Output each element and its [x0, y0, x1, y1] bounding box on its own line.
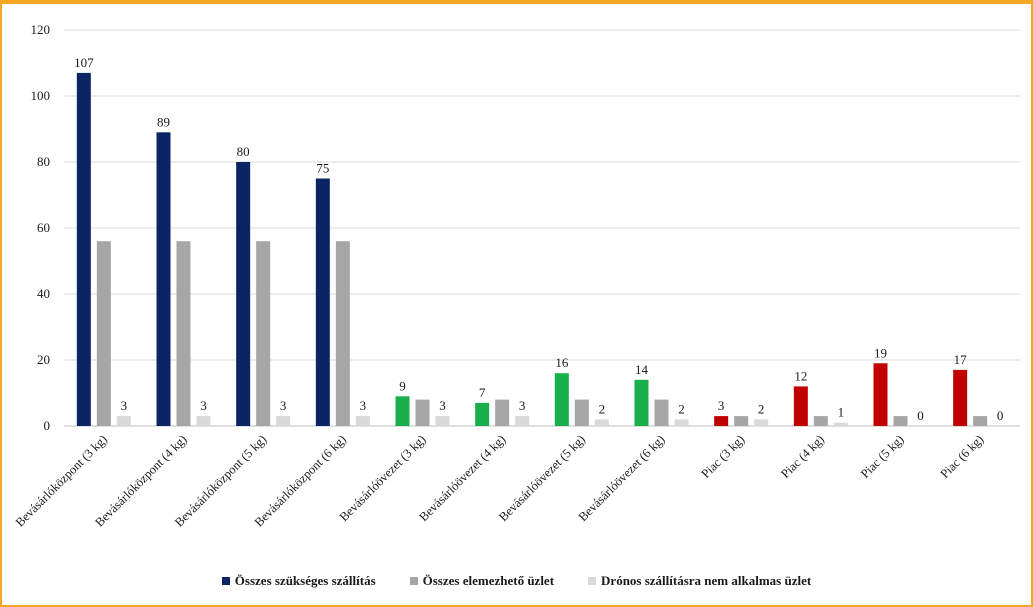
data-label: 3	[200, 398, 207, 413]
bar-series-2	[574, 399, 589, 426]
data-label: 107	[74, 55, 94, 70]
bar-series-2	[973, 416, 988, 426]
legend-swatch	[221, 577, 230, 585]
bar-series-2	[176, 241, 191, 426]
bar-series-3	[116, 416, 131, 426]
bar-series-2	[96, 241, 111, 426]
bar-series-2	[734, 416, 749, 426]
legend-item: Drónos szállításra nem alkalmas üzlet	[588, 572, 811, 590]
bar-series-2	[256, 241, 271, 426]
bar-series-3	[833, 422, 848, 426]
data-label: 89	[157, 114, 170, 129]
data-label: 0	[917, 408, 924, 423]
bar-series-3	[355, 416, 370, 426]
data-label: 7	[479, 385, 486, 400]
x-tick-label: Bevásárlóközpont (6 kg)	[252, 432, 349, 529]
bar-series-1	[475, 402, 490, 426]
bar-series-1	[953, 369, 968, 426]
data-label: 3	[718, 398, 725, 413]
bar-series-1	[156, 132, 171, 427]
data-label: 19	[874, 345, 887, 360]
legend-label: Drónos szállításra nem alkalmas üzlet	[601, 573, 812, 588]
bar-series-2	[495, 399, 510, 426]
bar-series-3	[196, 416, 211, 426]
data-label: 75	[316, 161, 329, 176]
x-tick-label: Piac (5 kg)	[858, 432, 907, 481]
legend-swatch	[588, 577, 597, 585]
data-label: 17	[954, 352, 968, 367]
data-label: 2	[599, 401, 606, 416]
bar-series-2	[893, 416, 908, 426]
x-tick-label: Piac (4 kg)	[778, 432, 827, 481]
y-tick-label: 120	[31, 22, 51, 37]
data-label: 3	[519, 398, 526, 413]
x-tick-label: Bevásárlóközpont (4 kg)	[92, 432, 189, 529]
bar-series-2	[335, 241, 350, 426]
bar-series-3	[276, 416, 291, 426]
y-tick-label: 20	[37, 352, 50, 367]
data-label: 1	[838, 405, 845, 420]
x-tick-label: Bevásárlóközpont (3 kg)	[13, 432, 110, 529]
bar-series-1	[793, 386, 808, 426]
legend-item: Összes elemezhető üzlet	[409, 572, 555, 590]
bar-series-1	[236, 162, 251, 426]
bar-series-1	[873, 363, 888, 426]
data-label: 80	[237, 144, 250, 159]
bar-series-3	[674, 419, 689, 426]
bar-series-1	[714, 416, 729, 426]
data-label: 3	[121, 398, 128, 413]
bar-series-1	[76, 72, 91, 427]
x-tick-label: Piac (3 kg)	[699, 432, 748, 481]
data-label: 12	[794, 368, 807, 383]
bar-series-1	[634, 379, 649, 426]
data-label: 3	[439, 398, 446, 413]
data-label: 16	[555, 355, 569, 370]
data-label: 3	[280, 398, 287, 413]
legend-item: Összes szükséges szállítás	[221, 572, 376, 590]
bar-series-2	[813, 416, 828, 426]
legend-label: Összes elemezhető üzlet	[422, 573, 555, 588]
data-label: 14	[635, 362, 649, 377]
legend-swatch	[409, 577, 418, 585]
y-tick-label: 60	[37, 220, 50, 235]
y-tick-label: 80	[37, 154, 50, 169]
y-tick-label: 100	[31, 88, 51, 103]
bar-series-1	[315, 178, 330, 426]
y-tick-label: 40	[37, 286, 50, 301]
bar-series-3	[435, 416, 450, 426]
bar-series-2	[415, 399, 430, 426]
x-tick-label: Bevásárlóövezet (5 kg)	[496, 432, 588, 524]
legend-label: Összes szükséges szállítás	[234, 573, 376, 588]
bar-series-2	[654, 399, 669, 426]
bar-series-1	[554, 373, 569, 426]
y-tick-label: 0	[44, 418, 51, 433]
x-tick-label: Bevásárlóövezet (6 kg)	[576, 432, 668, 524]
data-label: 2	[758, 401, 765, 416]
x-tick-label: Piac (6 kg)	[938, 432, 987, 481]
data-label: 0	[997, 408, 1004, 423]
chart-legend: Összes szükséges szállítás Összes elemezh…	[0, 572, 1033, 590]
bar-series-3	[594, 419, 609, 426]
data-label: 2	[678, 401, 685, 416]
bar-series-1	[395, 396, 410, 426]
data-label: 3	[360, 398, 367, 413]
data-label: 9	[399, 378, 406, 393]
x-tick-label: Bevásárlóközpont (5 kg)	[172, 432, 269, 529]
x-tick-label: Bevásárlóövezet (4 kg)	[416, 432, 508, 524]
bar-series-3	[515, 416, 530, 426]
bar-series-3	[754, 419, 769, 426]
x-tick-label: Bevásárlóövezet (3 kg)	[337, 432, 429, 524]
